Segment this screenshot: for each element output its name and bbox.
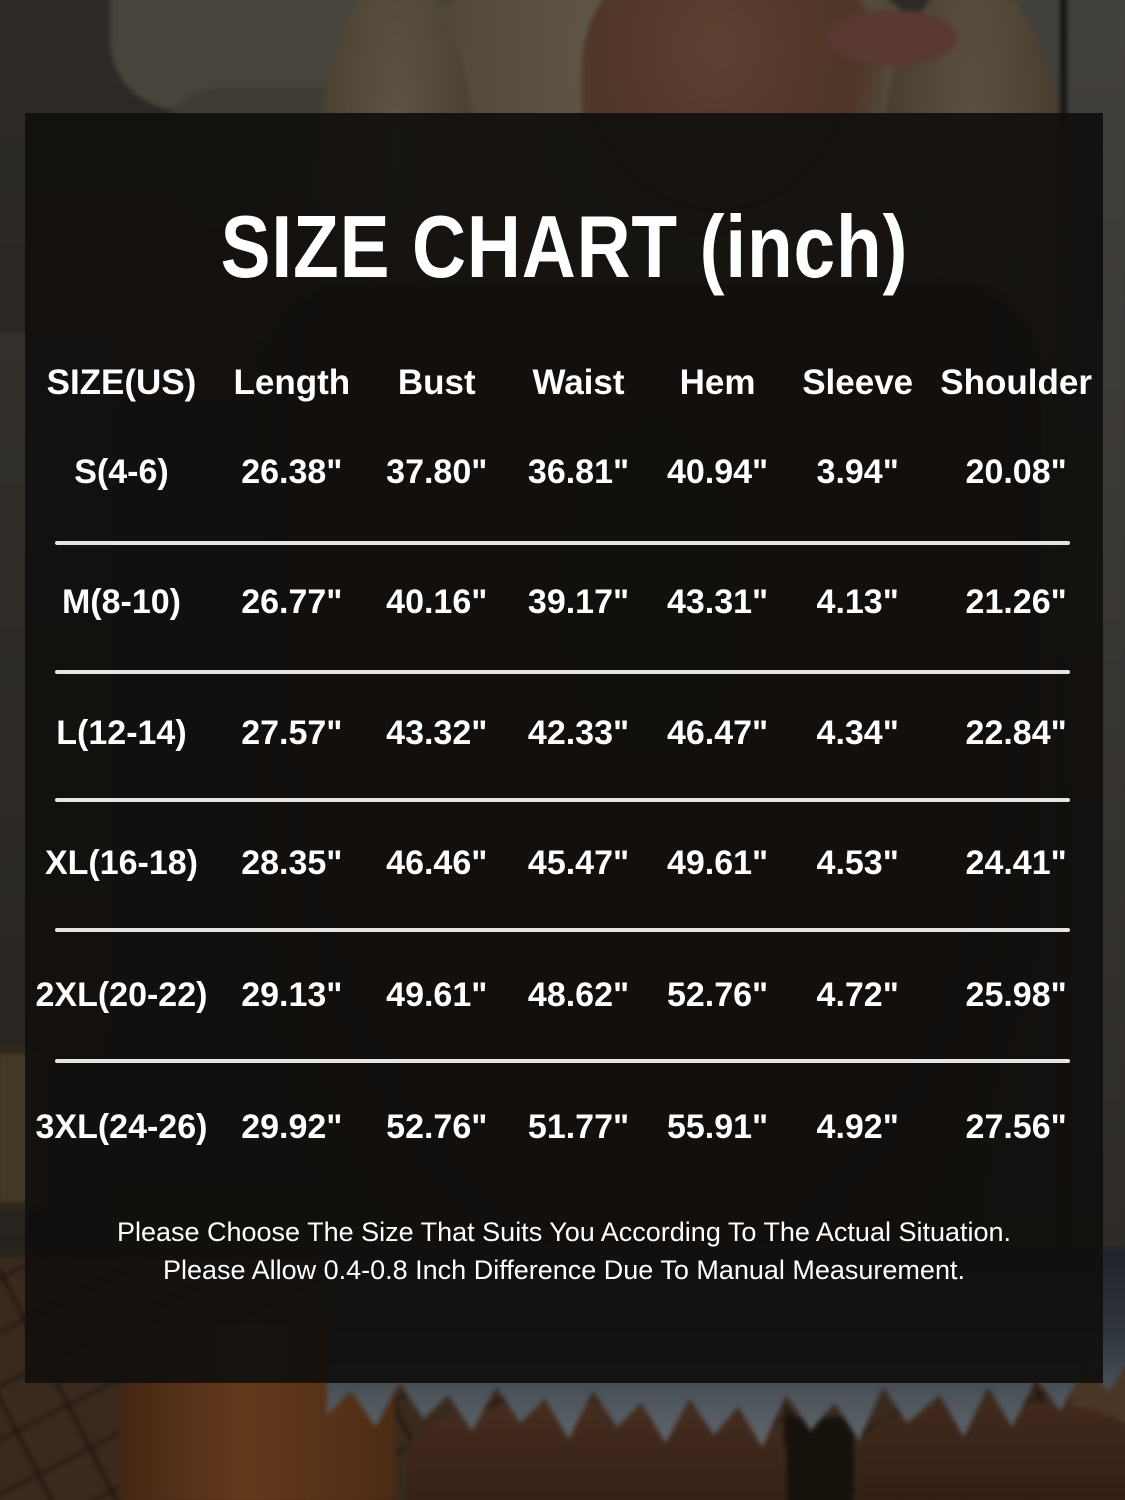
page-title: SIZE CHART (inch) [220,197,908,296]
shoulder-value: 27.56" [965,1107,1067,1146]
waist-value: 48.62" [527,975,630,1014]
shoulder-value: 24.41" [965,843,1067,882]
table-row-s: S(4-6) 26.38" 37.80" 36.81" 40.94" 3.94"… [25,442,1103,502]
hem-value: 52.76" [666,975,769,1014]
length-value: 26.77" [241,582,343,621]
size-label: 2XL(20-22) [35,975,208,1014]
waist-value: 51.77" [527,1107,630,1146]
leg-shape [857,1404,1125,1500]
shoulder-value: 21.26" [965,582,1067,621]
length-value: 28.35" [241,843,343,882]
size-label: M(8-10) [61,582,181,621]
length-value: 29.92" [241,1107,343,1146]
table-row-3xl: 3XL(24-26) 29.92" 52.76" 51.77" 55.91" 4… [25,1097,1103,1157]
waist-value: 45.47" [527,843,630,882]
table-row-xl: XL(16-18) 28.35" 46.46" 45.47" 49.61" 4.… [25,833,1103,893]
length-value: 27.57" [241,713,343,752]
row-divider [55,928,1070,932]
bust-value: 43.32" [386,713,488,752]
column-header-bust: Bust [397,363,476,402]
shoulder-value: 22.84" [965,713,1067,752]
shoulder-value: 25.98" [965,975,1067,1014]
row-divider [55,670,1070,674]
hem-value: 40.94" [666,452,769,491]
sleeve-value: 4.92" [816,1107,899,1146]
bust-value: 37.80" [386,452,488,491]
table-row-l: L(12-14) 27.57" 43.32" 42.33" 46.47" 4.3… [25,703,1103,763]
waist-value: 42.33" [527,713,630,752]
row-divider [55,798,1070,802]
hem-value: 46.47" [666,713,769,752]
sleeve-value: 4.53" [816,843,899,882]
hem-value: 55.91" [666,1107,769,1146]
size-label: S(4-6) [74,452,169,491]
bust-value: 40.16" [386,582,488,621]
sleeve-value: 4.34" [816,713,899,752]
hem-value: 49.61" [666,843,769,882]
bust-value: 52.76" [386,1107,488,1146]
column-header-hem: Hem [679,363,756,402]
shoulder-value: 20.08" [965,452,1067,491]
sleeve-value: 4.72" [816,975,899,1014]
table-row-2xl: 2XL(20-22) 29.13" 49.61" 48.62" 52.76" 4… [25,965,1103,1025]
size-chart-panel: SIZE CHART (inch) SIZE(US) Length Bust W… [25,113,1103,1383]
column-header-shoulder: Shoulder [940,363,1092,402]
row-divider [55,1059,1070,1063]
measurement-notes: Please Choose The Size That Suits You Ac… [25,1213,1103,1289]
column-header-waist: Waist [532,363,625,402]
bust-value: 46.46" [386,843,488,882]
sleeve-value: 4.13" [816,582,899,621]
size-label: L(12-14) [56,713,187,752]
waist-value: 36.81" [527,452,630,491]
lips-shape [827,10,957,66]
size-label: XL(16-18) [44,843,198,882]
size-label: 3XL(24-26) [35,1107,208,1146]
table-header-row: SIZE(US) Length Bust Waist Hem Sleeve Sh… [25,353,1103,413]
column-header-sleeve: Sleeve [802,363,914,402]
bust-value: 49.61" [386,975,488,1014]
sleeve-value: 3.94" [816,452,899,491]
legs-gap-shadow [784,1417,854,1500]
waist-value: 39.17" [527,582,630,621]
note-line-2: Please Allow 0.4-0.8 Inch Difference Due… [163,1255,965,1285]
column-header-size: SIZE(US) [46,363,197,402]
length-value: 26.38" [241,452,343,491]
note-line-1: Please Choose The Size That Suits You Ac… [116,1217,1012,1247]
hem-value: 43.31" [666,582,769,621]
row-divider [55,541,1070,545]
column-header-length: Length [233,363,351,402]
table-row-m: M(8-10) 26.77" 40.16" 39.17" 43.31" 4.13… [25,572,1103,632]
length-value: 29.13" [241,975,343,1014]
